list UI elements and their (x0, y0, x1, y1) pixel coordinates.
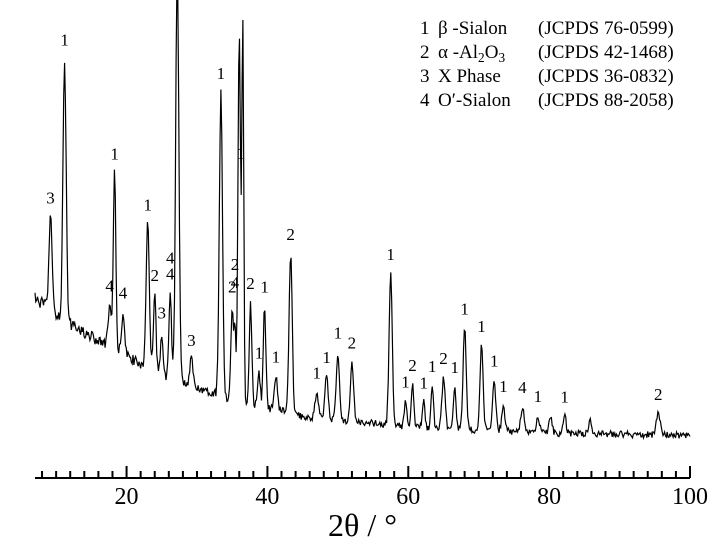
peak-label: 1 (490, 351, 499, 370)
peak-label: 1 (255, 343, 264, 362)
peak-label: 1 (143, 195, 152, 214)
xrd-chart: 204060801002θ / °31414123441312421211121… (0, 0, 709, 548)
legend-jcpds: (JCPDS 88-2058) (538, 90, 674, 111)
peak-label: 2 (439, 349, 448, 368)
peak-label: 2 (286, 225, 295, 244)
x-tick-label: 80 (537, 484, 561, 510)
peak-label: 2 (408, 356, 417, 375)
legend-jcpds: (JCPDS 36-0832) (538, 66, 674, 87)
peak-label: 4 (105, 276, 114, 295)
legend-marker: 2 (420, 42, 430, 63)
peak-label: 4 (119, 284, 128, 303)
peak-label: 4 (166, 248, 175, 267)
x-tick-label: 100 (672, 484, 708, 510)
legend-label: X Phase (438, 66, 501, 87)
peak-label: 1 (401, 372, 410, 391)
peak-label: 3 (46, 188, 55, 207)
legend-label: O′-Sialon (438, 90, 511, 111)
peak-label: 2 (348, 334, 357, 353)
peak-label: 1 (217, 64, 226, 83)
peak-label: 1 (312, 364, 321, 383)
peak-label: 1 (460, 300, 469, 319)
peak-label: 1 (534, 387, 543, 406)
chart-svg: 204060801002θ / °31414123441312421211121… (0, 0, 709, 548)
peak-label: 1 (272, 347, 281, 366)
peak-label: 3 (158, 303, 167, 322)
x-tick-label: 20 (115, 484, 139, 510)
peak-label: 1 (386, 245, 395, 264)
peak-label: 2 (654, 385, 663, 404)
peak-label: 1 (334, 324, 343, 343)
legend-label: α -Al2O3 (438, 42, 505, 65)
peak-label: 2 (246, 274, 255, 293)
peak-label: 4 (518, 378, 527, 397)
legend-label: β -Sialon (438, 18, 508, 39)
legend-marker: 3 (420, 66, 430, 87)
peak-label: 1 (477, 317, 486, 336)
peak-label: 1 (428, 357, 437, 376)
x-tick-label: 40 (255, 484, 279, 510)
peak-label: 2 (150, 266, 159, 285)
peak-label: 1 (322, 348, 331, 367)
legend-jcpds: (JCPDS 76-0599) (538, 18, 674, 39)
peak-label: 1 (110, 145, 119, 164)
legend-marker: 4 (420, 90, 430, 111)
x-tick-label: 60 (396, 484, 420, 510)
peak-label: 4 (231, 273, 240, 292)
peak-label: 1 (560, 388, 569, 407)
peak-label: 1 (420, 373, 429, 392)
legend-marker: 1 (420, 18, 430, 39)
peak-label: 1 (236, 144, 245, 163)
peak-label: 2 (231, 255, 240, 274)
peak-label: 1 (60, 31, 69, 50)
peak-label: 1 (499, 377, 508, 396)
peak-label: 1 (451, 358, 460, 377)
peak-label: 1 (260, 278, 269, 297)
peak-label: 3 (187, 331, 196, 350)
x-axis-label: 2θ / ° (328, 507, 397, 543)
legend-jcpds: (JCPDS 42-1468) (538, 42, 674, 63)
